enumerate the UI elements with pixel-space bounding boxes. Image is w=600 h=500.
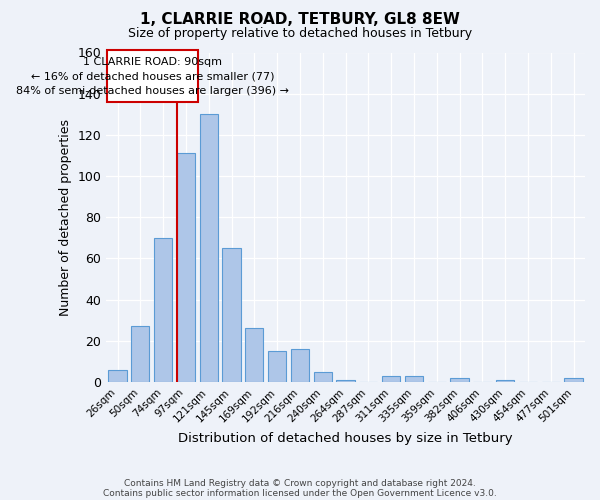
Bar [405, 376, 423, 382]
Bar [245, 328, 263, 382]
Text: Contains HM Land Registry data © Crown copyright and database right 2024.: Contains HM Land Registry data © Crown c… [124, 478, 476, 488]
Bar [131, 326, 149, 382]
Text: 1 CLARRIE ROAD: 90sqm: 1 CLARRIE ROAD: 90sqm [83, 57, 223, 67]
Bar [291, 349, 309, 382]
Bar [496, 380, 514, 382]
Bar [382, 376, 400, 382]
FancyBboxPatch shape [107, 50, 199, 102]
Bar [314, 372, 332, 382]
Bar [268, 351, 286, 382]
Text: Contains public sector information licensed under the Open Government Licence v3: Contains public sector information licen… [103, 488, 497, 498]
Text: Size of property relative to detached houses in Tetbury: Size of property relative to detached ho… [128, 28, 472, 40]
Text: ← 16% of detached houses are smaller (77): ← 16% of detached houses are smaller (77… [31, 71, 275, 81]
Bar [223, 248, 241, 382]
Bar [337, 380, 355, 382]
Bar [154, 238, 172, 382]
Text: 1, CLARRIE ROAD, TETBURY, GL8 8EW: 1, CLARRIE ROAD, TETBURY, GL8 8EW [140, 12, 460, 28]
Bar [565, 378, 583, 382]
Bar [451, 378, 469, 382]
Bar [200, 114, 218, 382]
Text: 84% of semi-detached houses are larger (396) →: 84% of semi-detached houses are larger (… [16, 86, 289, 96]
Bar [109, 370, 127, 382]
X-axis label: Distribution of detached houses by size in Tetbury: Distribution of detached houses by size … [178, 432, 513, 445]
Y-axis label: Number of detached properties: Number of detached properties [59, 118, 72, 316]
Bar [177, 154, 195, 382]
